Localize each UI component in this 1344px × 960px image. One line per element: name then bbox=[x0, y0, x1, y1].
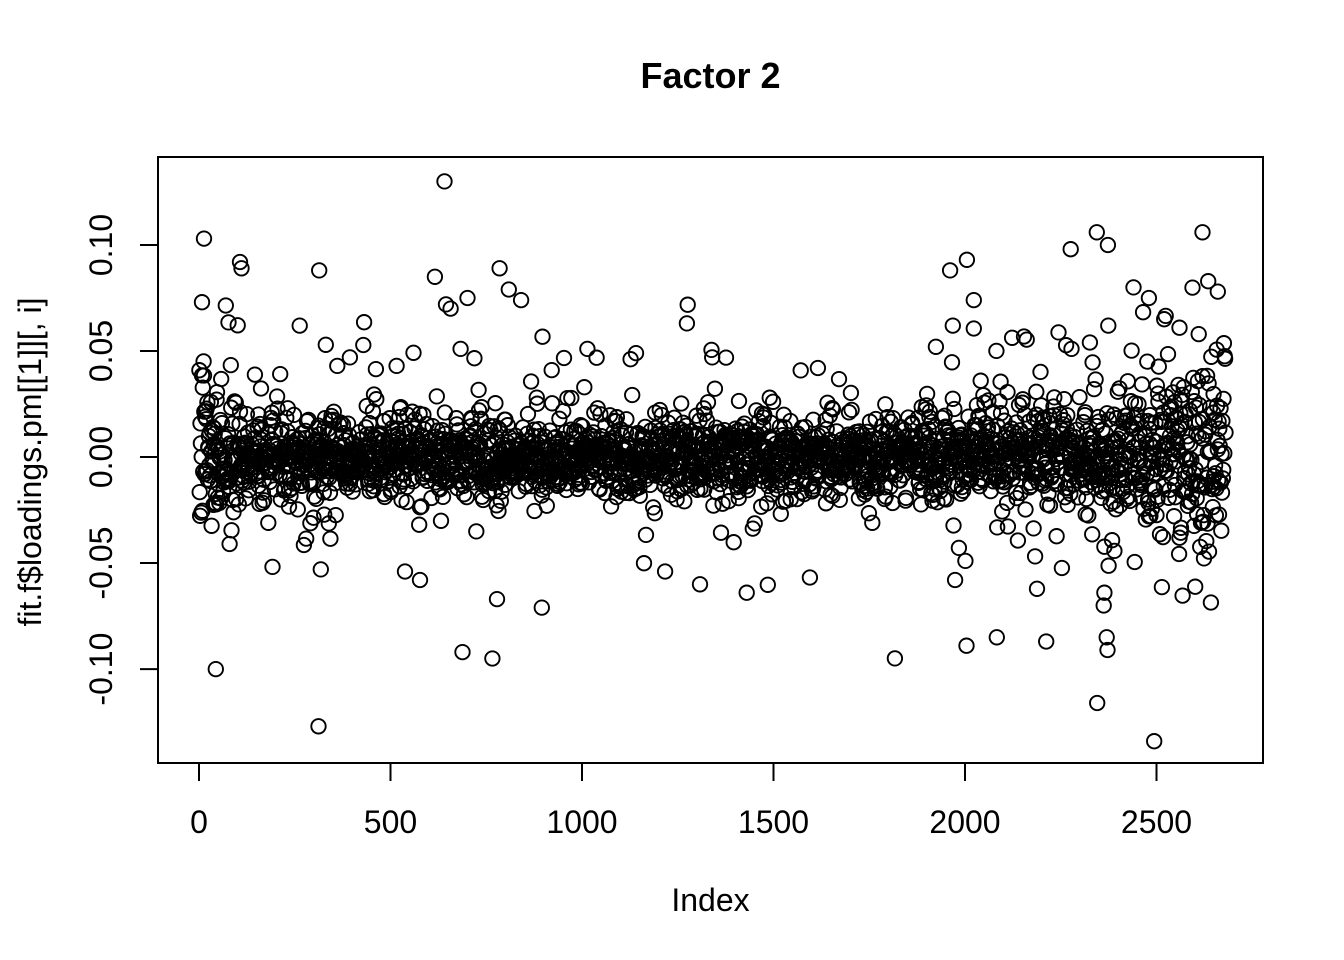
plot-border bbox=[157, 156, 1264, 764]
x-axis-tick-label: 2000 bbox=[929, 804, 1000, 840]
data-points bbox=[191, 173, 1234, 750]
y-axis-tick-label: 0.10 bbox=[83, 214, 119, 276]
y-axis-tick-label: -0.05 bbox=[83, 527, 119, 600]
x-axis-ticks bbox=[198, 763, 1158, 781]
chart-title: Factor 2 bbox=[640, 55, 781, 96]
x-axis-tick-label: 1500 bbox=[738, 804, 809, 840]
x-axis-tick-label: 1000 bbox=[546, 804, 617, 840]
x-axis-tick-label: 500 bbox=[364, 804, 417, 840]
y-axis-tick-label: 0.05 bbox=[83, 320, 119, 382]
x-axis-tick-label: 0 bbox=[190, 804, 208, 840]
x-axis-label: Index bbox=[671, 882, 750, 918]
y-axis-ticks bbox=[140, 244, 158, 671]
y-axis-tick-label: 0.00 bbox=[83, 426, 119, 488]
y-axis-label: fit.f$loadings.pm[[1]][, i] bbox=[12, 297, 48, 627]
x-axis-tick-label: 2500 bbox=[1121, 804, 1192, 840]
y-axis-tick-label: -0.10 bbox=[83, 633, 119, 706]
